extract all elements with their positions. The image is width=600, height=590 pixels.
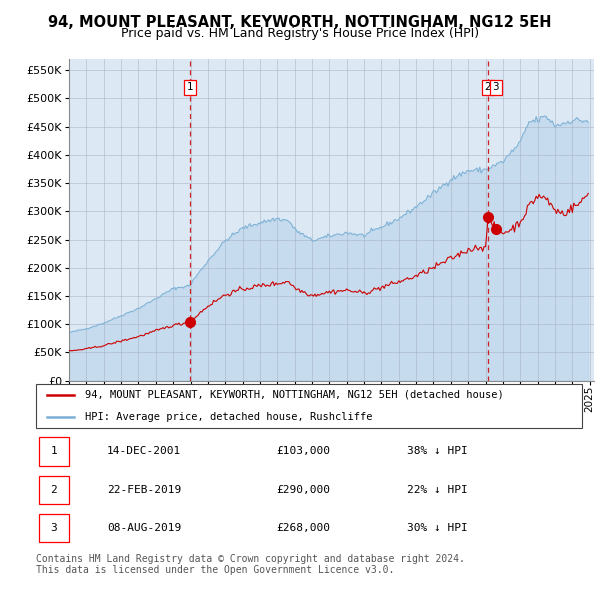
Text: 22-FEB-2019: 22-FEB-2019 <box>107 485 181 494</box>
Text: 1: 1 <box>50 447 57 456</box>
Text: £268,000: £268,000 <box>276 523 330 533</box>
Text: 2: 2 <box>485 82 491 92</box>
Text: 30% ↓ HPI: 30% ↓ HPI <box>407 523 468 533</box>
Text: 22% ↓ HPI: 22% ↓ HPI <box>407 485 468 494</box>
Text: Contains HM Land Registry data © Crown copyright and database right 2024.
This d: Contains HM Land Registry data © Crown c… <box>36 553 465 575</box>
Text: 1: 1 <box>187 82 193 92</box>
Bar <box>39 514 69 542</box>
Text: 08-AUG-2019: 08-AUG-2019 <box>107 523 181 533</box>
Text: 94, MOUNT PLEASANT, KEYWORTH, NOTTINGHAM, NG12 5EH: 94, MOUNT PLEASANT, KEYWORTH, NOTTINGHAM… <box>48 15 552 30</box>
Bar <box>39 476 69 504</box>
Text: 2: 2 <box>50 485 57 494</box>
Text: £103,000: £103,000 <box>276 447 330 456</box>
Bar <box>39 437 69 466</box>
Text: 3: 3 <box>50 523 57 533</box>
Text: 38% ↓ HPI: 38% ↓ HPI <box>407 447 468 456</box>
Text: 3: 3 <box>493 82 499 92</box>
Text: HPI: Average price, detached house, Rushcliffe: HPI: Average price, detached house, Rush… <box>85 412 373 422</box>
Text: Price paid vs. HM Land Registry's House Price Index (HPI): Price paid vs. HM Land Registry's House … <box>121 27 479 40</box>
Text: 94, MOUNT PLEASANT, KEYWORTH, NOTTINGHAM, NG12 5EH (detached house): 94, MOUNT PLEASANT, KEYWORTH, NOTTINGHAM… <box>85 389 504 399</box>
Text: £290,000: £290,000 <box>276 485 330 494</box>
Text: 14-DEC-2001: 14-DEC-2001 <box>107 447 181 456</box>
